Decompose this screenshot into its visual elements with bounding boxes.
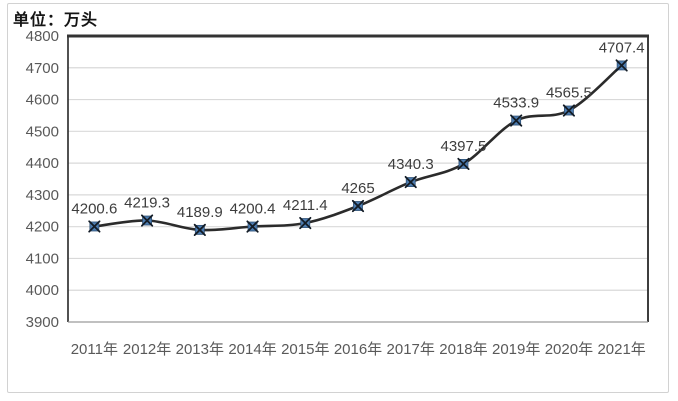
- y-tick-label: 4600: [26, 92, 59, 109]
- marker-x-glyph: [562, 104, 576, 117]
- x-tick-label: 2013年: [176, 341, 224, 358]
- marker-x-glyph: [351, 199, 365, 213]
- data-label: 4340.3: [388, 156, 434, 173]
- x-tick-label: 2016年: [334, 341, 382, 358]
- x-tick-label: 2012年: [123, 341, 171, 358]
- x-tick-label: 2014年: [228, 341, 276, 358]
- data-label: 4219.3: [124, 195, 170, 212]
- marker-x-glyph: [615, 59, 628, 72]
- data-label: 4533.9: [493, 95, 539, 112]
- x-tick-label: 2015年: [281, 341, 329, 358]
- y-tick-label: 4100: [26, 250, 59, 267]
- x-tick-label: 2017年: [387, 341, 435, 358]
- marker-x-glyph: [510, 114, 523, 127]
- unit-label: 单位：万头: [13, 12, 99, 29]
- x-tick-label: 2020年: [545, 341, 593, 358]
- marker-x-glyph: [140, 214, 154, 227]
- y-tick-label: 4400: [26, 155, 59, 172]
- marker-x-glyph: [299, 216, 312, 230]
- x-tick-label: 2018年: [439, 341, 487, 358]
- marker-x-glyph: [246, 220, 259, 233]
- y-tick-label: 4300: [26, 187, 59, 204]
- y-tick-label: 4200: [26, 219, 59, 236]
- data-label: 4200.4: [230, 201, 276, 218]
- marker-x-glyph: [404, 175, 417, 189]
- y-tick-label: 4500: [26, 123, 59, 140]
- x-tick-label: 2011年: [71, 341, 118, 358]
- x-tick-label: 2021年: [597, 341, 645, 358]
- data-label: 4565.5: [546, 85, 592, 102]
- data-label: 4189.9: [177, 204, 223, 221]
- data-label: 4211.4: [283, 197, 328, 214]
- marker-x-glyph: [193, 223, 206, 236]
- data-label: 4265: [341, 180, 374, 197]
- data-label: 4707.4: [599, 39, 645, 56]
- y-tick-label: 4000: [26, 282, 59, 299]
- marker-x-glyph: [88, 220, 101, 233]
- marker-x-glyph: [457, 157, 470, 171]
- y-tick-label: 4700: [26, 60, 59, 77]
- x-tick-label: 2019年: [492, 341, 540, 358]
- data-label: 4200.6: [71, 200, 117, 217]
- y-tick-label: 3900: [26, 314, 59, 331]
- data-label: 4397.5: [441, 138, 487, 155]
- y-tick-label: 4800: [26, 28, 59, 45]
